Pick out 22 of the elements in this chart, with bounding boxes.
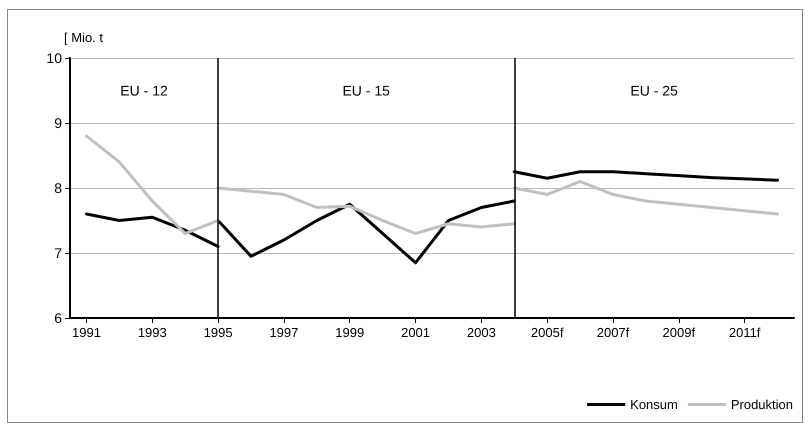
x-tick-label: 1997 (269, 325, 298, 340)
x-tick-label: 1995 (204, 325, 233, 340)
x-tick-label: 2009f (662, 325, 696, 340)
legend-label: Konsum (630, 397, 678, 412)
y-tick-label: 8 (54, 180, 62, 196)
y-axis-title: [ Mio. t (64, 30, 104, 45)
x-tick-label: 2001 (401, 325, 430, 340)
legend-label: Produktion (730, 397, 794, 412)
annotation: EU - 12 (120, 82, 168, 98)
x-tick-label: 1999 (335, 325, 364, 340)
x-tick-label: 2005f (530, 325, 564, 340)
x-tick-label: 1991 (72, 325, 101, 340)
annotation: EU - 25 (630, 82, 678, 98)
x-tick-label: 1993 (138, 325, 167, 340)
x-tick-label: 2007f (596, 325, 630, 340)
y-tick-label: 10 (46, 50, 62, 66)
x-tick-label: 2003 (466, 325, 496, 340)
y-tick-label: 6 (54, 310, 62, 326)
x-tick-label: 2011f (728, 325, 761, 340)
y-tick-label: 9 (54, 115, 62, 131)
y-tick-label: 7 (54, 245, 62, 261)
annotation: EU - 15 (342, 82, 390, 98)
